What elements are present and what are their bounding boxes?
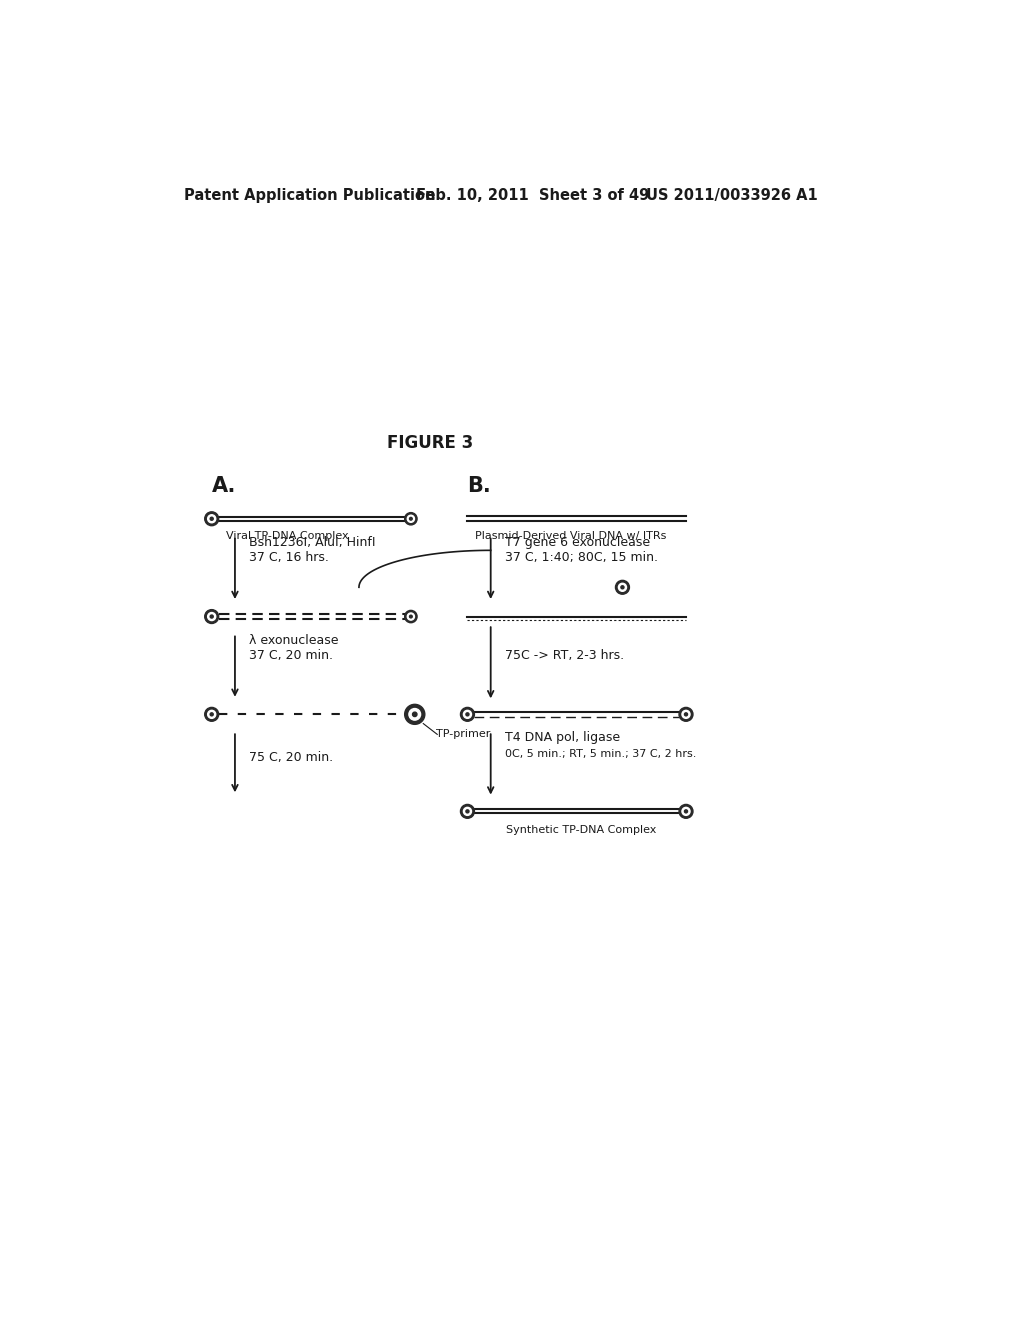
Text: Synthetic TP-DNA Complex: Synthetic TP-DNA Complex	[506, 825, 656, 836]
Circle shape	[408, 612, 415, 620]
Text: 37 C, 1:40; 80C, 15 min.: 37 C, 1:40; 80C, 15 min.	[505, 552, 657, 564]
Text: B.: B.	[467, 475, 492, 495]
Circle shape	[461, 804, 474, 818]
Text: λ exonuclease: λ exonuclease	[249, 634, 338, 647]
Circle shape	[413, 711, 417, 717]
Text: A.: A.	[212, 475, 237, 495]
Circle shape	[210, 615, 213, 618]
Circle shape	[208, 710, 216, 718]
Text: T4 DNA pol, ligase: T4 DNA pol, ligase	[505, 731, 620, 744]
Circle shape	[408, 515, 415, 523]
Circle shape	[466, 810, 469, 813]
Text: Feb. 10, 2011  Sheet 3 of 49: Feb. 10, 2011 Sheet 3 of 49	[417, 187, 649, 203]
Circle shape	[684, 810, 687, 813]
Circle shape	[464, 710, 471, 718]
Text: Plasmid-Derived Viral DNA w/ ITRs: Plasmid-Derived Viral DNA w/ ITRs	[475, 531, 667, 541]
Circle shape	[466, 713, 469, 715]
Circle shape	[404, 512, 417, 525]
Circle shape	[410, 517, 413, 520]
Text: 37 C, 16 hrs.: 37 C, 16 hrs.	[249, 552, 329, 564]
Circle shape	[682, 808, 690, 816]
Circle shape	[461, 708, 474, 721]
Circle shape	[682, 710, 690, 718]
Text: T7 gene 6 exonuclease: T7 gene 6 exonuclease	[505, 536, 650, 549]
Text: 37 C, 20 min.: 37 C, 20 min.	[249, 649, 333, 661]
Text: US 2011/0033926 A1: US 2011/0033926 A1	[646, 187, 817, 203]
Text: TP-primer: TP-primer	[435, 730, 490, 739]
Circle shape	[410, 615, 413, 618]
Circle shape	[684, 713, 687, 715]
Text: Bsh1236I, AluI, HinfI: Bsh1236I, AluI, HinfI	[249, 536, 376, 549]
Circle shape	[210, 517, 213, 520]
Circle shape	[621, 586, 624, 589]
Circle shape	[210, 713, 213, 715]
Circle shape	[679, 804, 693, 818]
Text: Patent Application Publication: Patent Application Publication	[183, 187, 435, 203]
Circle shape	[615, 581, 630, 594]
Circle shape	[618, 583, 627, 591]
Circle shape	[409, 709, 421, 721]
Circle shape	[404, 705, 425, 725]
Circle shape	[205, 708, 219, 721]
Circle shape	[208, 612, 216, 620]
Text: FIGURE 3: FIGURE 3	[387, 434, 473, 453]
Text: 75 C, 20 min.: 75 C, 20 min.	[249, 751, 333, 763]
Text: 75C -> RT, 2-3 hrs.: 75C -> RT, 2-3 hrs.	[505, 649, 624, 661]
Text: Viral TP-DNA Complex: Viral TP-DNA Complex	[225, 531, 348, 541]
Text: 0C, 5 min.; RT, 5 min.; 37 C, 2 hrs.: 0C, 5 min.; RT, 5 min.; 37 C, 2 hrs.	[505, 748, 696, 759]
Circle shape	[679, 708, 693, 721]
Circle shape	[205, 610, 219, 623]
Circle shape	[208, 515, 216, 523]
Circle shape	[404, 610, 417, 623]
Circle shape	[464, 808, 471, 816]
Circle shape	[205, 512, 219, 525]
